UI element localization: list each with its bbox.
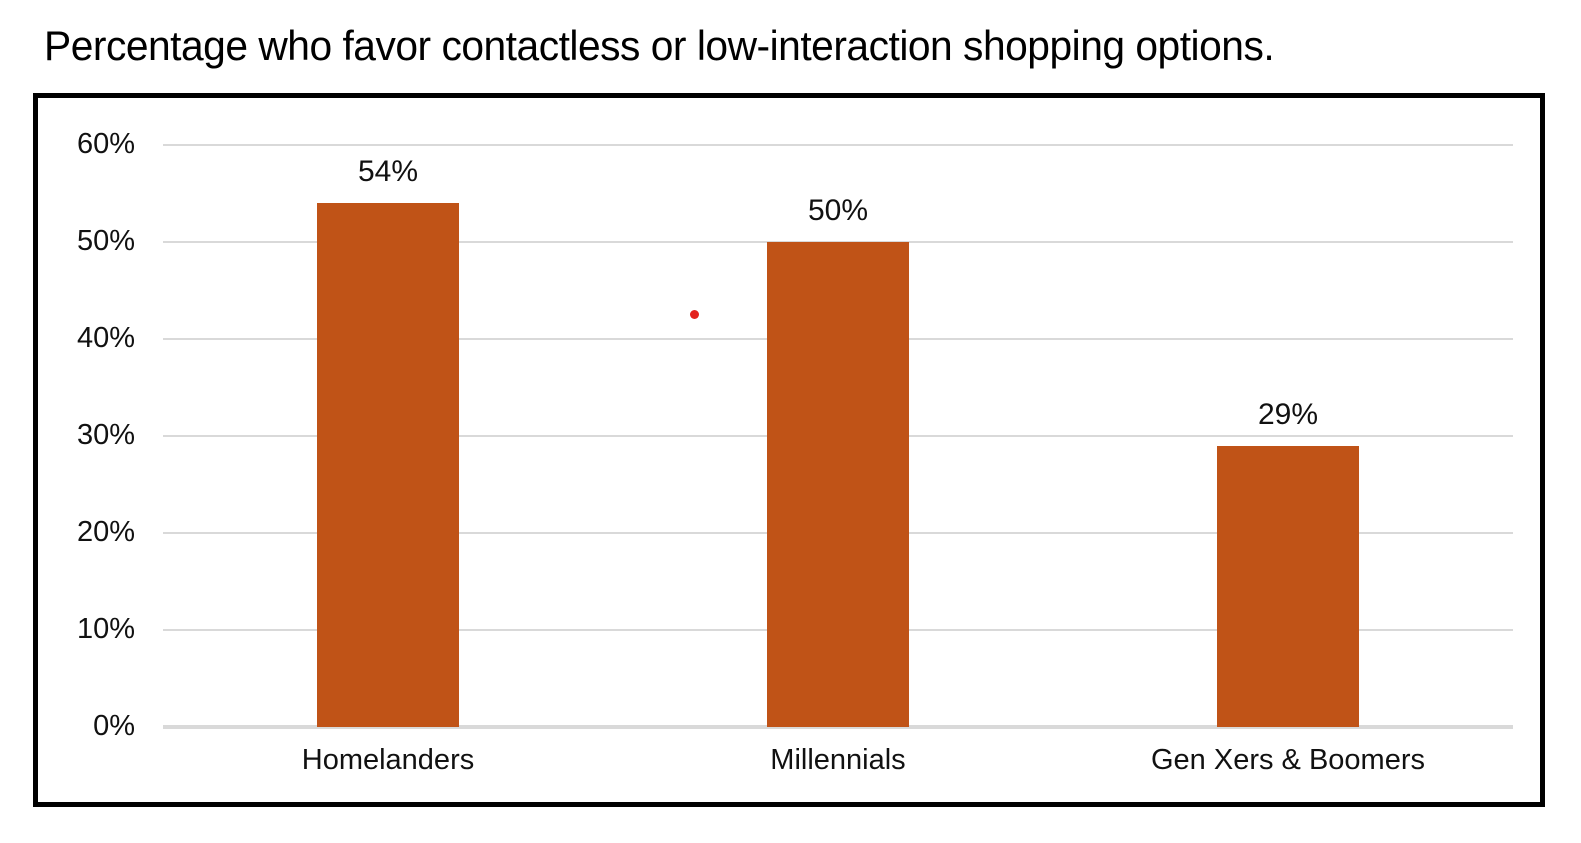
chart-frame: 0% 10% 20% 30% 40% 50% 60% 54% Homelanders 50% Mil… (33, 93, 1545, 807)
red-dot-annotation (690, 310, 700, 320)
bar-value-label: 50% (807, 194, 869, 227)
y-axis-tick-label: 30% (76, 419, 135, 451)
category-label: Homelanders (301, 744, 475, 776)
chart-title: Percentage who favor contactless or low-… (44, 22, 1275, 69)
category-label: Millennials (770, 744, 906, 776)
y-axis-tick-label: 20% (76, 516, 135, 548)
plot-area: 0% 10% 20% 30% 40% 50% 60% 54% Homelanders 50% Mil… (38, 98, 1540, 802)
bar-homelanders (317, 203, 459, 727)
y-axis-tick-label: 60% (76, 128, 135, 160)
y-axis-tick-label: 50% (76, 225, 135, 257)
y-axis-tick-label: 40% (76, 322, 135, 354)
y-axis-tick-label: 0% (93, 710, 135, 742)
bar-millennials (767, 242, 909, 727)
bar-gen-xers-boomers (1217, 445, 1359, 727)
bar-value-label: 54% (357, 155, 419, 189)
category-label: Gen Xers & Boomers (1151, 744, 1425, 776)
x-axis-baseline (163, 725, 1513, 729)
gridline-60% (163, 144, 1513, 146)
bar-value-label: 29% (1257, 397, 1319, 431)
y-axis-tick-label: 10% (76, 613, 135, 645)
